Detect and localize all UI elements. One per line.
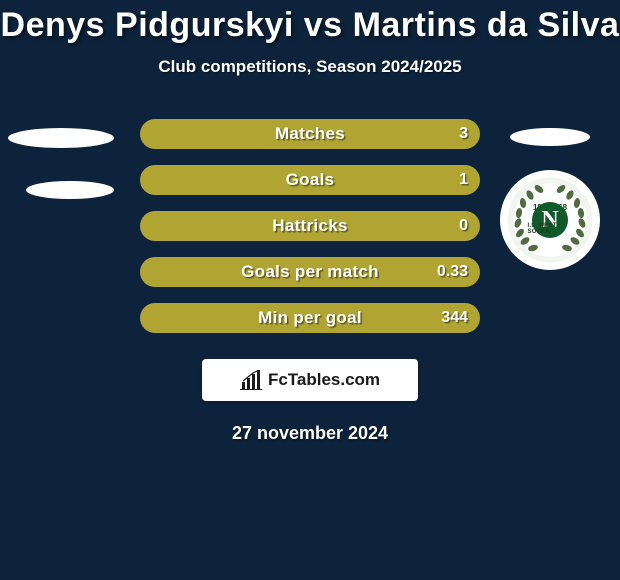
stat-bar: Min per goal 344 <box>140 303 480 333</box>
stat-label: Goals <box>286 170 335 190</box>
brand-box[interactable]: FcTables.com <box>202 359 418 401</box>
stat-row: Goals per match 0.33 <box>0 249 620 295</box>
stat-bar: Hattricks 0 <box>140 211 480 241</box>
stat-value: 0 <box>459 217 468 235</box>
stat-value: 344 <box>441 309 468 327</box>
stat-label: Min per goal <box>258 308 362 328</box>
root: Denys Pidgurskyi vs Martins da Silva Clu… <box>0 0 620 580</box>
stat-bar: Matches 3 <box>140 119 480 149</box>
stat-value: 3 <box>459 125 468 143</box>
stat-label: Hattricks <box>272 216 347 236</box>
stat-row: Min per goal 344 <box>0 295 620 341</box>
bar-chart-icon <box>240 370 262 390</box>
stats-table: Matches 3 Goals 1 Hattricks 0 Goals per … <box>0 111 620 341</box>
stat-row: Hattricks 0 <box>0 203 620 249</box>
stat-row: Goals 1 <box>0 157 620 203</box>
date-text: 27 november 2024 <box>0 423 620 444</box>
stat-bar: Goals per match 0.33 <box>140 257 480 287</box>
stat-row: Matches 3 <box>0 111 620 157</box>
stat-label: Matches <box>275 124 345 144</box>
subtitle: Club competitions, Season 2024/2025 <box>0 57 620 77</box>
stat-value: 0.33 <box>437 263 468 281</box>
stat-label: Goals per match <box>241 262 379 282</box>
stat-value: 1 <box>459 171 468 189</box>
page-title: Denys Pidgurskyi vs Martins da Silva <box>0 0 620 45</box>
brand-text: FcTables.com <box>268 370 380 390</box>
stat-bar: Goals 1 <box>140 165 480 195</box>
